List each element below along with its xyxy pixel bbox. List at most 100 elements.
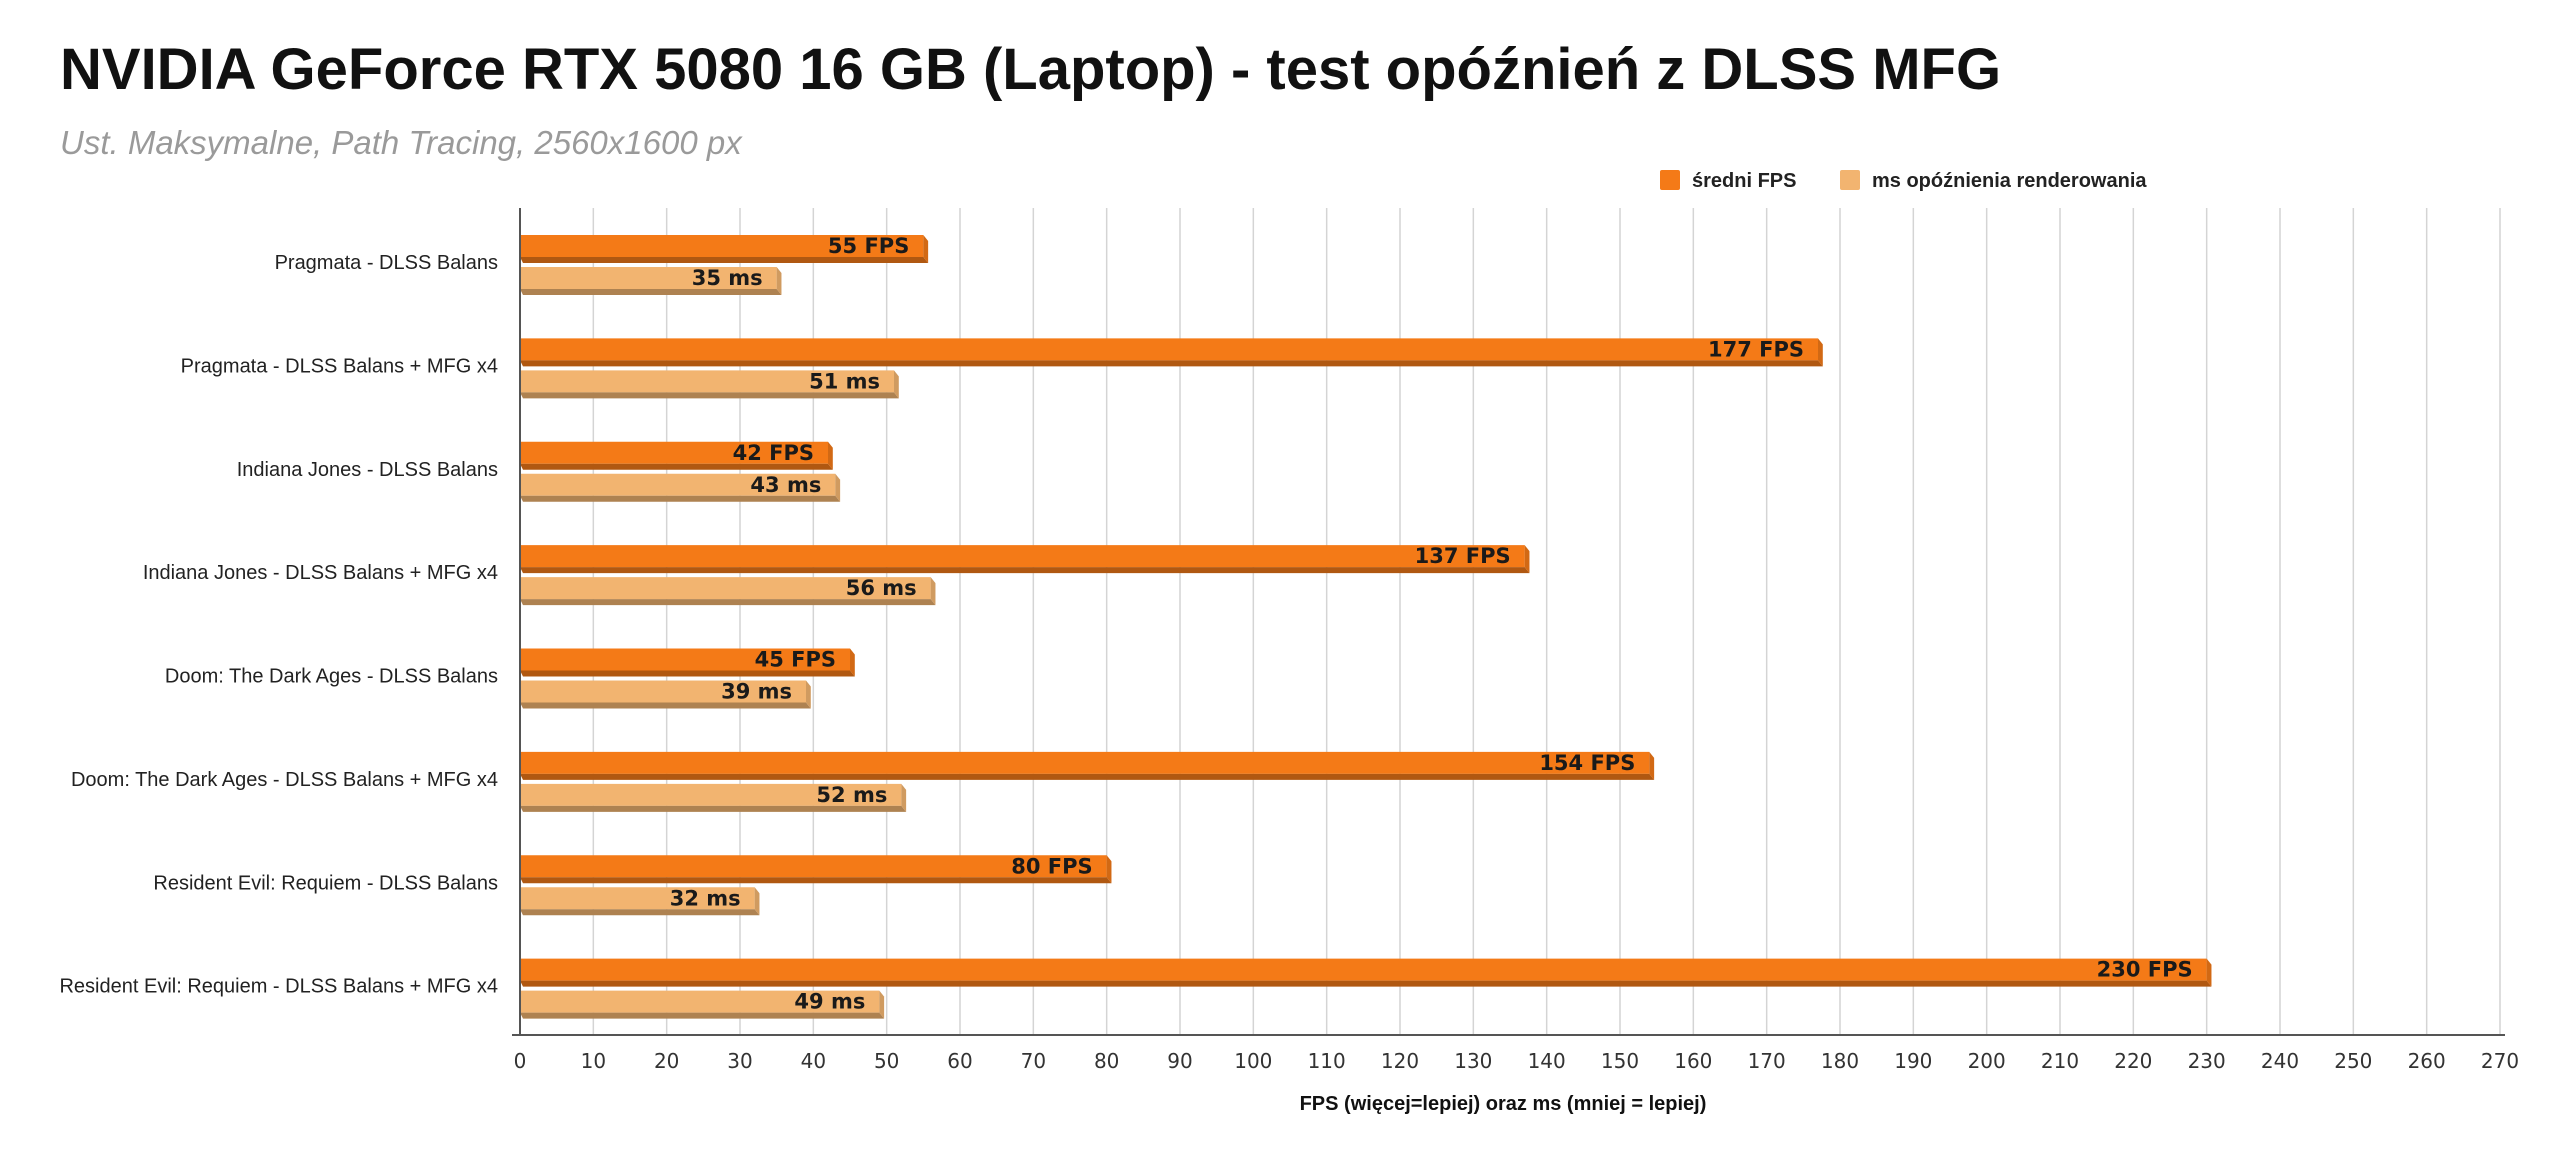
x-tick-label: 60 [947, 1049, 972, 1073]
bar-depth-side [835, 473, 841, 502]
legend-swatch [1840, 170, 1860, 190]
bar-depth-side [923, 235, 929, 263]
bar-depth-side [850, 648, 855, 677]
bar-depth-bottom [520, 1012, 885, 1019]
x-tick-label: 50 [874, 1049, 899, 1073]
x-tick-label: 90 [1167, 1049, 1192, 1073]
x-tick-label: 70 [1021, 1049, 1046, 1073]
x-tick-label: 10 [581, 1049, 606, 1073]
bar-depth-bottom [520, 567, 1530, 574]
category-label: Indiana Jones - DLSS Balans [237, 459, 498, 481]
bar-depth-bottom [520, 463, 833, 470]
data-label: 55 FPS [828, 234, 909, 258]
bar-depth-side [1106, 855, 1112, 884]
data-label: 35 ms [692, 266, 763, 290]
x-tick-label: 170 [1748, 1049, 1786, 1073]
bar-fps [520, 441, 828, 464]
x-tick-label: 160 [1674, 1049, 1712, 1073]
bar-depth-side [930, 577, 936, 606]
bar-latency [520, 680, 806, 703]
category-label: Indiana Jones - DLSS Balans + MFG x4 [143, 562, 498, 584]
bar-depth-bottom [520, 702, 811, 709]
bar-depth-side [828, 441, 833, 470]
bar-fps [520, 751, 1650, 774]
x-tick-label: 110 [1308, 1049, 1346, 1073]
bar-fps [520, 545, 1525, 568]
x-tick-label: 210 [2041, 1049, 2079, 1073]
x-tick-label: 120 [1381, 1049, 1419, 1073]
bar-depth-side [1524, 545, 1530, 574]
category-label: Pragmata - DLSS Balans + MFG x4 [181, 355, 498, 377]
x-tick-label: 180 [1821, 1049, 1859, 1073]
category-label: Resident Evil: Requiem - DLSS Balans + M… [59, 976, 498, 998]
bar-depth-side [2206, 958, 2212, 987]
x-tick-label: 240 [2261, 1049, 2299, 1073]
bar-fps [520, 958, 2207, 981]
bar-latency [520, 577, 931, 600]
category-label: Doom: The Dark Ages - DLSS Balans [165, 666, 498, 688]
bar-depth-side [894, 370, 899, 399]
data-label: 230 FPS [2097, 958, 2193, 982]
data-label: 137 FPS [1415, 544, 1511, 568]
bar-latency [520, 887, 755, 910]
x-tick-label: 220 [2114, 1049, 2152, 1073]
axes [512, 208, 2505, 1036]
x-tick-label: 230 [2188, 1049, 2226, 1073]
bar-latency [520, 473, 836, 496]
legend-label: średni FPS [1692, 170, 1796, 192]
legend: średni FPS ms opóźnienia renderowania [1660, 170, 2147, 192]
chart-subtitle: Ust. Maksymalne, Path Tracing, 2560x1600… [60, 124, 742, 161]
bar-depth-side [879, 990, 885, 1019]
data-label: 154 FPS [1539, 751, 1635, 775]
data-label: 51 ms [809, 369, 880, 393]
bar-depth-bottom [520, 360, 1823, 367]
labels: 0 10 20 30 40 50 60 70 80 90 100 110 120 130 140 150 160… [59, 234, 2519, 1073]
grid-lines [592, 208, 2501, 1035]
data-label: 45 FPS [755, 648, 836, 672]
bar-fps [520, 338, 1818, 361]
bar-depth-bottom [520, 289, 782, 295]
category-label: Doom: The Dark Ages - DLSS Balans + MFG … [71, 769, 498, 791]
x-tick-label: 190 [1894, 1049, 1932, 1073]
x-tick-label: 200 [1968, 1049, 2006, 1073]
bar-latency [520, 267, 777, 289]
bar-depth-bottom [520, 495, 841, 502]
x-tick-label: 80 [1094, 1049, 1119, 1073]
x-tick-label: 100 [1234, 1049, 1272, 1073]
data-label: 56 ms [846, 576, 917, 600]
x-tick-label: 260 [2408, 1049, 2446, 1073]
x-axis-title: FPS (więcej=lepiej) oraz ms (mniej = lep… [1300, 1093, 1707, 1115]
x-tick-label: 270 [2481, 1049, 2519, 1073]
bar-fps [520, 235, 924, 257]
bars [520, 235, 2212, 1019]
bar-depth-bottom [520, 805, 907, 812]
bar-depth-bottom [520, 257, 929, 263]
bar-depth-bottom [520, 980, 2212, 987]
bar-depth-side [776, 267, 782, 295]
category-label: Pragmata - DLSS Balans [275, 252, 498, 274]
x-tick-label: 40 [801, 1049, 826, 1073]
bar-fps [520, 855, 1107, 878]
data-label: 43 ms [750, 473, 821, 497]
category-label: Resident Evil: Requiem - DLSS Balans [153, 872, 498, 894]
x-tick-label: 140 [1528, 1049, 1566, 1073]
bar-depth-bottom [520, 877, 1112, 884]
data-label: 177 FPS [1708, 337, 1804, 361]
x-tick-label: 130 [1454, 1049, 1492, 1073]
data-label: 80 FPS [1011, 854, 1092, 878]
bar-depth-side [901, 783, 907, 812]
x-tick-label: 0 [514, 1049, 527, 1073]
bar-depth-side [1818, 338, 1823, 367]
x-tick-label: 30 [727, 1049, 752, 1073]
bar-depth-bottom [520, 909, 760, 916]
x-tick-label: 150 [1601, 1049, 1639, 1073]
bar-latency [520, 783, 902, 806]
data-label: 52 ms [816, 783, 887, 807]
bar-depth-side [1649, 751, 1655, 780]
bar-depth-bottom [520, 599, 936, 606]
bar-depth-bottom [520, 392, 899, 399]
x-tick-label: 250 [2334, 1049, 2372, 1073]
data-label: 39 ms [721, 680, 792, 704]
bar-latency [520, 990, 880, 1013]
